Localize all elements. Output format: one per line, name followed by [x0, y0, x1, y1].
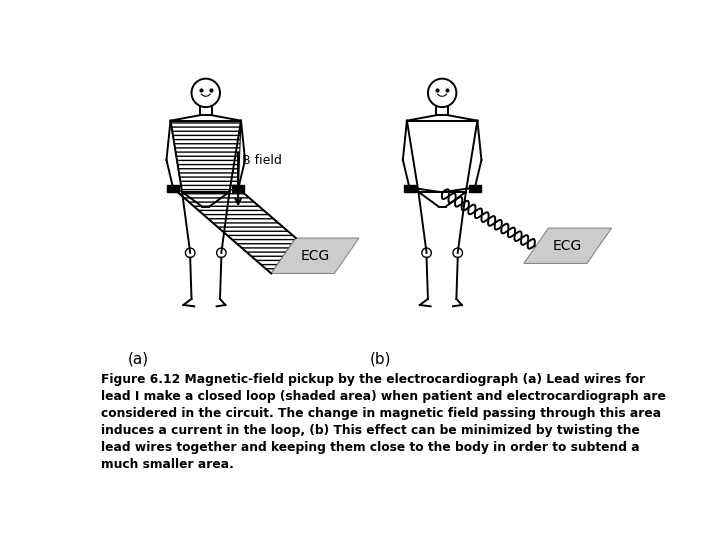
Text: (a): (a): [127, 351, 148, 366]
Text: (b): (b): [370, 351, 391, 366]
Bar: [167, 185, 179, 192]
Polygon shape: [523, 228, 611, 264]
Text: ECG: ECG: [300, 249, 330, 263]
Text: lead wires together and keeping them close to the body in order to subtend a: lead wires together and keeping them clo…: [101, 441, 639, 454]
Text: much smaller area.: much smaller area.: [101, 457, 234, 470]
Text: ECG: ECG: [553, 239, 582, 253]
Bar: [403, 185, 415, 192]
Bar: [469, 185, 481, 192]
Text: Figure 6.12 Magnetic-field pickup by the electrocardiograph (a) Lead wires for: Figure 6.12 Magnetic-field pickup by the…: [101, 373, 645, 386]
Polygon shape: [271, 238, 359, 273]
Bar: [232, 185, 244, 192]
Text: considered in the circuit. The change in magnetic field passing through this are: considered in the circuit. The change in…: [101, 407, 661, 420]
Text: B field: B field: [242, 154, 282, 167]
Text: lead I make a closed loop (shaded area) when patient and electrocardiograph are: lead I make a closed loop (shaded area) …: [101, 390, 666, 403]
Text: induces a current in the loop, (b) This effect can be minimized by twisting the: induces a current in the loop, (b) This …: [101, 423, 640, 437]
Polygon shape: [171, 120, 296, 273]
